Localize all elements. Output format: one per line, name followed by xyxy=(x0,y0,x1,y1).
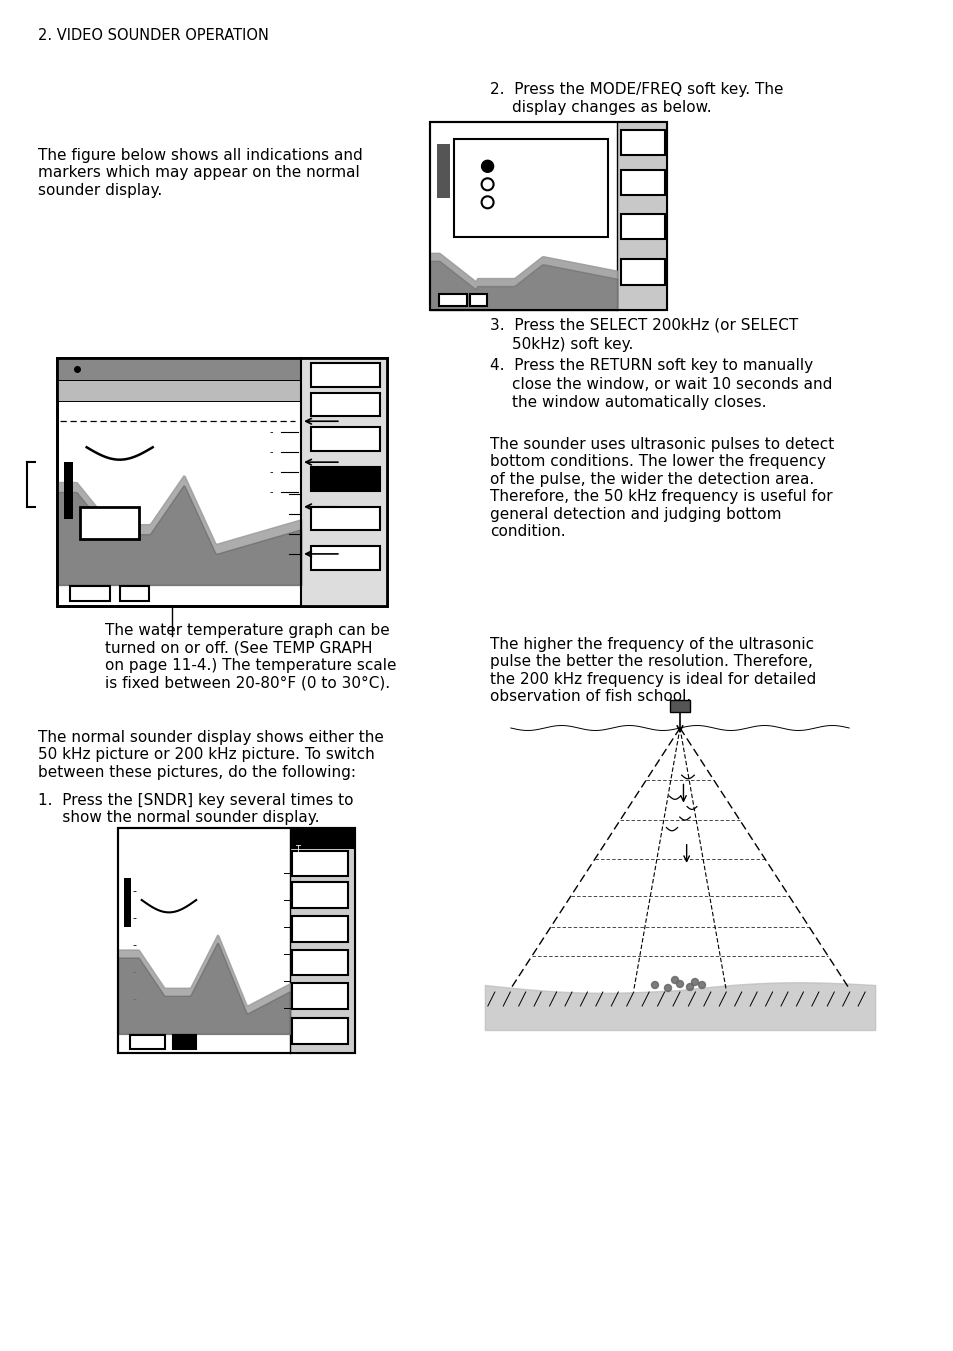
Bar xyxy=(290,828,355,850)
Bar xyxy=(119,586,150,601)
Bar xyxy=(311,467,380,490)
Bar xyxy=(292,1019,348,1044)
Bar xyxy=(172,1035,196,1048)
Text: 2.  Press the MODE/FREQ soft key. The: 2. Press the MODE/FREQ soft key. The xyxy=(490,82,782,97)
Text: The higher the frequency of the ultrasonic
pulse the better the resolution. Ther: The higher the frequency of the ultrason… xyxy=(490,638,816,704)
Text: close the window, or wait 10 seconds and: close the window, or wait 10 seconds and xyxy=(512,377,832,392)
Bar xyxy=(617,122,666,309)
Text: -: - xyxy=(270,486,273,497)
Text: -: - xyxy=(270,447,273,457)
Bar xyxy=(292,851,348,877)
Circle shape xyxy=(698,981,705,989)
Bar xyxy=(80,507,139,539)
Bar xyxy=(290,828,355,1052)
Bar xyxy=(118,828,355,1052)
Bar xyxy=(620,130,664,155)
Bar xyxy=(130,1035,165,1048)
Text: -: - xyxy=(132,994,136,1004)
Bar xyxy=(301,358,387,607)
Text: T: T xyxy=(294,844,299,854)
Circle shape xyxy=(671,977,678,984)
Bar xyxy=(439,295,466,307)
Bar xyxy=(64,462,73,519)
Bar xyxy=(454,139,607,236)
Text: the window automatically closes.: the window automatically closes. xyxy=(512,394,765,409)
Bar xyxy=(620,259,664,285)
Bar xyxy=(470,295,486,307)
Bar xyxy=(124,878,131,927)
Circle shape xyxy=(691,978,698,985)
Text: The sounder uses ultrasonic pulses to detect
bottom conditions. The lower the fr: The sounder uses ultrasonic pulses to de… xyxy=(490,436,833,539)
Bar xyxy=(311,547,380,570)
Text: 4.  Press the RETURN soft key to manually: 4. Press the RETURN soft key to manually xyxy=(490,358,812,373)
Circle shape xyxy=(686,984,693,990)
Bar xyxy=(292,984,348,1009)
Text: -: - xyxy=(132,886,136,896)
Bar xyxy=(71,586,110,601)
Bar xyxy=(57,381,301,401)
Bar xyxy=(430,122,666,309)
Bar xyxy=(57,358,387,607)
Bar xyxy=(292,916,348,942)
Bar xyxy=(430,122,666,309)
Text: display changes as below.: display changes as below. xyxy=(512,100,711,115)
Circle shape xyxy=(481,161,493,173)
Bar xyxy=(620,213,664,239)
Circle shape xyxy=(651,981,658,989)
Text: The figure below shows all indications and
markers which may appear on the norma: The figure below shows all indications a… xyxy=(38,149,362,197)
Text: -: - xyxy=(270,427,273,438)
Bar xyxy=(311,363,380,386)
Bar xyxy=(118,828,355,1052)
Text: 3.  Press the SELECT 200kHz (or SELECT: 3. Press the SELECT 200kHz (or SELECT xyxy=(490,317,798,332)
Text: The normal sounder display shows either the
50 kHz picture or 200 kHz picture. T: The normal sounder display shows either … xyxy=(38,730,383,780)
Bar xyxy=(620,170,664,196)
Text: The water temperature graph can be
turned on or off. (See TEMP GRAPH
on page 11-: The water temperature graph can be turne… xyxy=(105,623,396,690)
Circle shape xyxy=(676,981,682,988)
Bar xyxy=(669,700,689,712)
Text: 50kHz) soft key.: 50kHz) soft key. xyxy=(512,336,633,353)
Bar xyxy=(292,882,348,908)
Circle shape xyxy=(664,985,671,992)
Text: 2. VIDEO SOUNDER OPERATION: 2. VIDEO SOUNDER OPERATION xyxy=(38,28,269,43)
Text: -: - xyxy=(132,967,136,977)
Text: -: - xyxy=(132,913,136,923)
Bar xyxy=(311,393,380,416)
Bar xyxy=(57,358,387,607)
Text: -: - xyxy=(270,467,273,477)
Bar xyxy=(292,950,348,975)
Bar xyxy=(436,143,450,197)
Text: 1.  Press the [SNDR] key several times to
     show the normal sounder display.: 1. Press the [SNDR] key several times to… xyxy=(38,793,354,825)
Text: -: - xyxy=(132,940,136,950)
Bar xyxy=(311,427,380,451)
Bar xyxy=(311,507,380,531)
Bar xyxy=(57,358,301,381)
